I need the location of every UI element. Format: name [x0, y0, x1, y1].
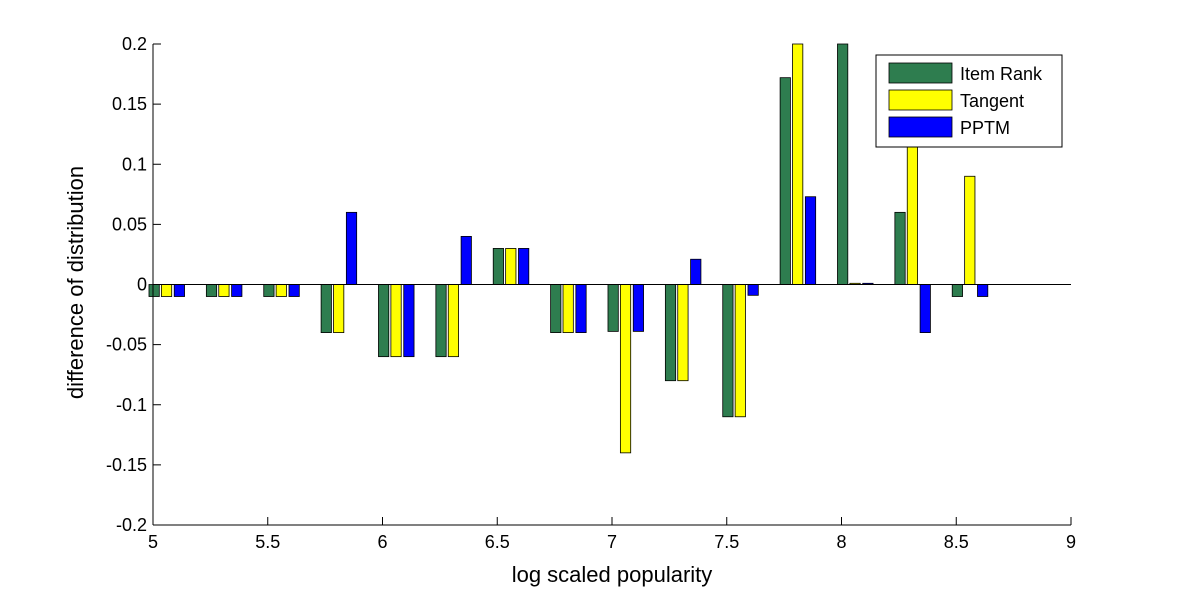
bar-tangent-2: [275, 284, 287, 297]
bar-tangent-9: [677, 284, 689, 382]
legend-swatch: [888, 116, 953, 138]
legend-swatch: [888, 89, 953, 111]
x-tick-label: 8: [836, 532, 846, 552]
x-tick-label: 6: [377, 532, 387, 552]
bar-item-rank-6: [492, 248, 504, 285]
bar-item-rank-1: [205, 284, 218, 297]
bar-pptm-2: [288, 284, 300, 297]
bar-tangent-10: [734, 284, 746, 418]
bar-item-rank-0: [148, 284, 160, 297]
y-tick-label: -0.05: [106, 335, 147, 355]
bar-tangent-14: [964, 175, 976, 285]
bar-pptm-0: [173, 284, 185, 297]
bar-tangent-4: [390, 284, 402, 358]
bar-tangent-11: [792, 43, 804, 285]
legend-label: Tangent: [960, 91, 1024, 111]
y-axis-label: difference of distribution: [63, 166, 88, 399]
x-tick-label: 5: [148, 532, 158, 552]
y-tick-label: 0.1: [122, 154, 147, 174]
bar-item-rank-8: [607, 284, 619, 332]
x-tick-label: 7: [607, 532, 617, 552]
bar-pptm-8: [632, 284, 644, 332]
bar-pptm-4: [403, 284, 415, 358]
bar-tangent-8: [619, 284, 632, 454]
y-tick-label: 0: [137, 275, 147, 295]
y-tick-label: -0.1: [116, 395, 147, 415]
x-axis-label: log scaled popularity: [512, 562, 713, 587]
x-tick-label: 5.5: [255, 532, 280, 552]
bar-pptm-10: [747, 284, 759, 296]
bar-tangent-3: [333, 284, 345, 333]
bar-tangent-5: [447, 284, 459, 358]
bar-pptm-5: [460, 235, 472, 285]
x-tick-label: 9: [1066, 532, 1076, 552]
bar-pptm-14: [977, 284, 989, 297]
bar-tangent-1: [218, 284, 230, 297]
bar-item-rank-4: [378, 284, 390, 358]
x-tick-label: 8.5: [944, 532, 969, 552]
y-ticks: -0.2 -0.15 -0.1 -0.05 0 0.05 0.1 0.15 0.2: [106, 34, 161, 535]
bar-pptm-3: [345, 211, 358, 285]
legend-label: PPTM: [960, 118, 1010, 138]
bar-item-rank-12: [837, 43, 849, 285]
bar-item-rank-2: [263, 284, 275, 297]
x-ticks: 5 5.5 6 6.5 7 7.5 8 8.5 9: [148, 517, 1076, 552]
legend: Item Rank Tangent PPTM: [875, 54, 1063, 148]
bar-tangent-0: [160, 284, 173, 297]
bar-item-rank-7: [550, 284, 562, 333]
y-tick-label: 0.2: [122, 34, 147, 54]
x-tick-label: 6.5: [485, 532, 510, 552]
y-tick-label: 0.05: [112, 214, 147, 234]
bar-tangent-13: [906, 139, 918, 285]
y-tick-label: 0.15: [112, 94, 147, 114]
bar-pptm-7: [575, 284, 587, 333]
bar-tangent-7: [562, 284, 574, 333]
bar-item-rank-9: [664, 284, 677, 382]
bar-item-rank-10: [722, 284, 734, 418]
bar-pptm-1: [231, 284, 243, 297]
y-tick-label: -0.15: [106, 455, 147, 475]
bar-item-rank-14: [951, 284, 963, 297]
bar-item-rank-11: [779, 77, 791, 285]
bar-item-rank-5: [435, 284, 447, 358]
bar-item-rank-13: [894, 211, 906, 285]
x-tick-label: 7.5: [714, 532, 739, 552]
bar-pptm-9: [690, 258, 702, 285]
y-tick-label: -0.2: [116, 515, 147, 535]
bar-pptm-6: [518, 248, 530, 285]
legend-label: Item Rank: [960, 64, 1043, 84]
bar-pptm-11: [804, 196, 817, 285]
bar-item-rank-3: [320, 284, 332, 333]
bar-pptm-13: [919, 284, 931, 333]
legend-swatch: [888, 62, 953, 84]
bar-tangent-6: [505, 248, 517, 285]
